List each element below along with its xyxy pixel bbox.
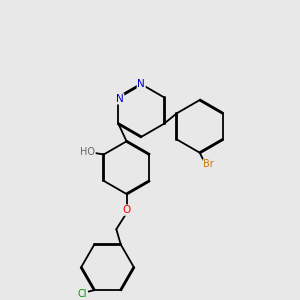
Text: N: N [137,79,145,89]
Text: HO: HO [80,147,95,157]
Text: Cl: Cl [78,290,87,299]
Text: Br: Br [203,159,214,170]
Text: O: O [122,205,131,215]
Text: N: N [116,94,124,104]
